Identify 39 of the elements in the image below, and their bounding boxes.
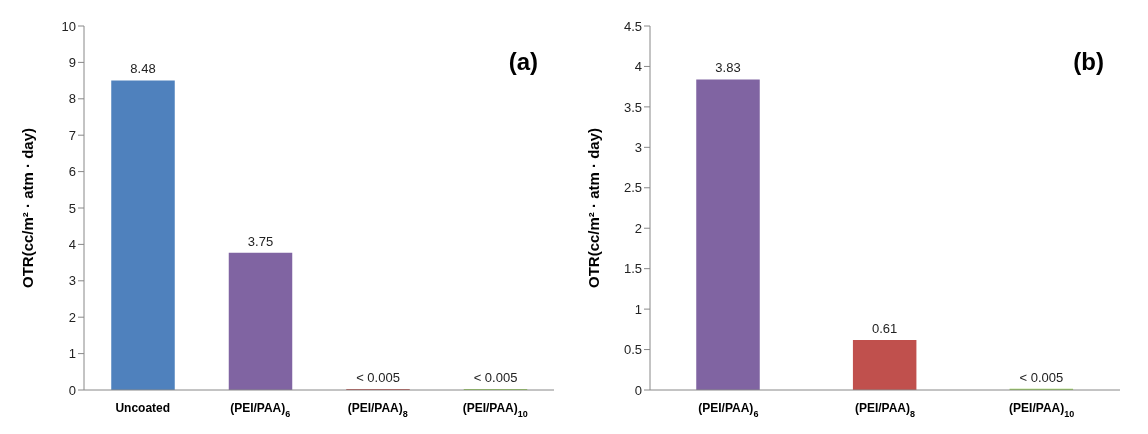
x-tick-label: Uncoated [115, 401, 171, 415]
y-tick-label: 5 [68, 200, 76, 216]
y-tick-label: 0.5 [623, 342, 642, 358]
data-label: 3.83 [715, 60, 741, 76]
data-label: 8.48 [130, 61, 156, 77]
y-tick-label: 1.5 [623, 261, 642, 277]
data-label: < 0.005 [356, 369, 400, 385]
y-tick-label: 2 [68, 309, 76, 325]
y-tick-label: 10 [61, 18, 76, 34]
y-tick-label: 7 [68, 127, 76, 143]
y-tick-label: 9 [68, 55, 76, 71]
y-tick-label: 3 [634, 139, 642, 155]
y-tick-label: 8 [68, 91, 76, 107]
x-tick-label: (PEI/PAA)$_{10}$ [1009, 401, 1075, 419]
y-tick-label: 4 [68, 237, 76, 253]
y-tick-label: 6 [68, 164, 76, 180]
y-tick-label: 2.5 [623, 180, 642, 196]
x-tick-label: (PEI/PAA)$_{8}$ [347, 401, 408, 419]
y-tick-label: 4 [634, 59, 642, 75]
data-label: 0.61 [872, 320, 898, 336]
y-tick-label: 4.5 [623, 18, 642, 34]
y-tick-label: 0 [68, 382, 76, 398]
x-tick-label: (PEI/PAA)$_{8}$ [854, 401, 916, 419]
y-tick-label: 1 [68, 346, 76, 362]
y-tick-label: 3 [68, 273, 76, 289]
data-label: < 0.005 [1019, 369, 1064, 385]
y-tick-label: 1 [634, 301, 642, 317]
y-axis-title: OTR(cc/m² · atm · day) [19, 127, 37, 289]
y-tick-label: 0 [634, 382, 642, 398]
y-axis-title: OTR(cc/m² · atm · day) [585, 127, 603, 289]
x-tick-label: (PEI/PAA)$_{6}$ [230, 401, 291, 419]
annotation: (a) [508, 48, 538, 76]
data-label: 3.75 [247, 233, 274, 249]
x-tick-label: (PEI/PAA)$_{10}$ [462, 401, 528, 419]
x-tick-label: (PEI/PAA)$_{6}$ [698, 401, 759, 419]
data-label: < 0.005 [473, 369, 518, 385]
y-tick-label: 2 [634, 220, 642, 236]
y-tick-label: 3.5 [623, 99, 642, 115]
annotation: (b) [1073, 48, 1104, 76]
